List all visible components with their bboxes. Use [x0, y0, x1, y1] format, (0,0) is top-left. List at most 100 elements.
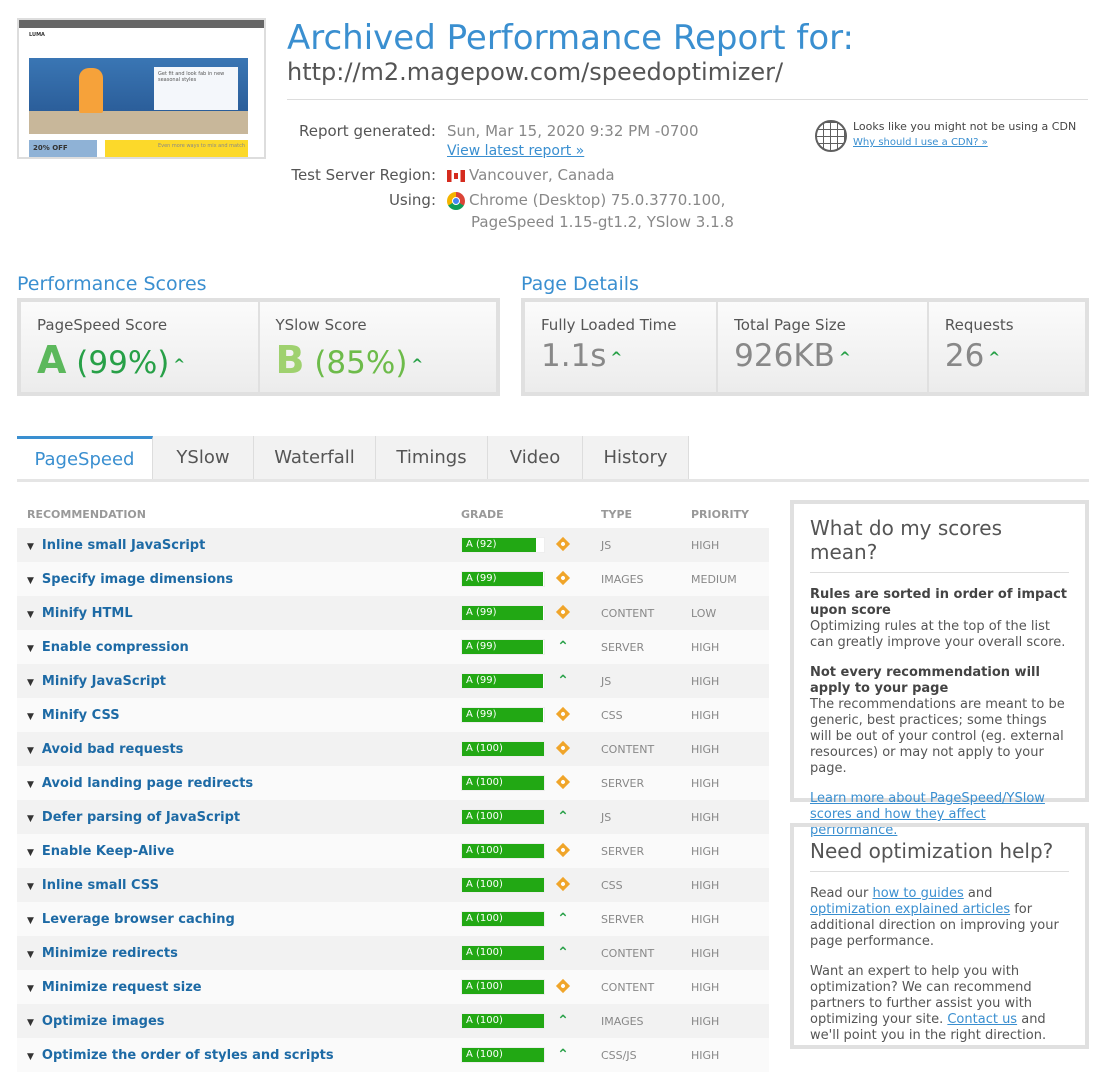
expand-caret-icon[interactable]: ▼: [27, 847, 34, 858]
recommendation-name[interactable]: ▼ Inline small CSS: [17, 878, 461, 893]
expand-caret-icon[interactable]: ▼: [27, 745, 34, 756]
table-row[interactable]: ▼ Minify HTML A (99) CONTENT LOW: [17, 596, 769, 630]
recommendation-name[interactable]: ▼ Optimize images: [17, 1014, 461, 1029]
table-row[interactable]: ▼ Optimize images A (100) ⌃ IMAGES HIGH: [17, 1004, 769, 1038]
expand-caret-icon[interactable]: ▼: [27, 711, 34, 722]
table-row[interactable]: ▼ Enable compression A (99) ⌃ SERVER HIGH: [17, 630, 769, 664]
recommendation-name[interactable]: ▼ Enable Keep-Alive: [17, 844, 461, 859]
globe-icon: [815, 120, 847, 152]
col-recommendation: RECOMMENDATION: [27, 507, 146, 521]
table-row[interactable]: ▼ Specify image dimensions A (99) IMAGES MED…: [17, 562, 769, 596]
table-row[interactable]: ▼ Defer parsing of JavaScript A (100) ⌃ JS HI…: [17, 800, 769, 834]
grade-bar: A (100): [461, 775, 545, 791]
recommendation-name[interactable]: ▼ Avoid bad requests: [17, 742, 461, 757]
optimization-articles-link[interactable]: optimization explained articles: [810, 902, 1011, 917]
expand-caret-icon[interactable]: ▼: [27, 881, 34, 892]
yslow-grade: B: [275, 338, 305, 382]
recommendation-name[interactable]: ▼ Leverage browser caching: [17, 912, 461, 927]
grade-label: A (100): [466, 879, 503, 890]
recommendation-name[interactable]: ▼ Minimize redirects: [17, 946, 461, 961]
table-row[interactable]: ▼ Minimize request size A (100) CONTENT HIGH: [17, 970, 769, 1004]
grade-bar-fill: [462, 912, 544, 926]
trend-up-icon: ⌃: [557, 1047, 569, 1063]
recommendation-name[interactable]: ▼ Inline small JavaScript: [17, 538, 461, 553]
table-row[interactable]: ▼ Minimize redirects A (100) ⌃ CONTENT HIGH: [17, 936, 769, 970]
expand-caret-icon[interactable]: ▼: [27, 949, 34, 960]
table-row[interactable]: ▼ Minify CSS A (99) CSS HIGH: [17, 698, 769, 732]
recommendation-label: Avoid bad requests: [41, 741, 184, 757]
priority-value: HIGH: [691, 844, 720, 858]
tab-video[interactable]: Video: [488, 436, 583, 479]
expand-caret-icon[interactable]: ▼: [27, 813, 34, 824]
cdn-link[interactable]: Why should I use a CDN? »: [853, 137, 988, 148]
recommendation-label: Minimize request size: [41, 979, 202, 995]
type-value: SERVER: [601, 844, 645, 858]
recommendation-label: Enable Keep-Alive: [41, 843, 175, 859]
priority-value: HIGH: [691, 912, 720, 926]
how-to-guides-link[interactable]: how to guides: [872, 886, 964, 901]
expand-caret-icon[interactable]: ▼: [27, 915, 34, 926]
grade-bar: A (100): [461, 843, 545, 859]
grade-label: A (100): [466, 845, 503, 856]
region-value: Vancouver, Canada: [469, 166, 615, 184]
requests-label: Requests: [944, 316, 1014, 334]
thumbnail-promo: 20% OFF: [29, 140, 97, 157]
grade-label: A (100): [466, 743, 503, 754]
yslow-score: YSlow Score B (85%) ^: [259, 302, 496, 392]
table-row[interactable]: ▼ Inline small JavaScript A (92) JS HIGH: [17, 528, 769, 562]
expand-caret-icon[interactable]: ▼: [27, 1017, 34, 1028]
recommendation-name[interactable]: ▼ Minify JavaScript: [17, 674, 461, 689]
expand-caret-icon[interactable]: ▼: [27, 1051, 34, 1062]
type-value: CONTENT: [601, 742, 655, 756]
type-value: SERVER: [601, 776, 645, 790]
contact-us-link[interactable]: Contact us: [947, 1012, 1018, 1027]
priority-value: HIGH: [691, 776, 720, 790]
recommendation-name[interactable]: ▼ Minify CSS: [17, 708, 461, 723]
table-row[interactable]: ▼ Avoid landing page redirects A (100) SERV…: [17, 766, 769, 800]
grade-label: A (100): [466, 1049, 503, 1060]
trend-up-icon: ^: [838, 349, 851, 366]
report-generated-label: Report generated:: [298, 122, 436, 140]
grade-bar: A (100): [461, 741, 545, 757]
recommendation-name[interactable]: ▼ Defer parsing of JavaScript: [17, 810, 461, 825]
grade-label: A (100): [466, 1015, 503, 1026]
expand-caret-icon[interactable]: ▼: [27, 609, 34, 620]
scores-help-text-2: The recommendations are meant to be gene…: [810, 697, 1065, 776]
expand-caret-icon[interactable]: ▼: [27, 983, 34, 994]
tab-pagespeed[interactable]: PageSpeed: [17, 436, 153, 479]
grade-bar: A (100): [461, 809, 545, 825]
tab-waterfall[interactable]: Waterfall: [254, 436, 376, 479]
trend-up-icon: ⌃: [557, 809, 569, 825]
recommendation-name[interactable]: ▼ Minify HTML: [17, 606, 461, 621]
grade-bar: A (99): [461, 707, 545, 723]
table-row[interactable]: ▼ Inline small CSS A (100) CSS HIGH: [17, 868, 769, 902]
grade-bar: A (92): [461, 537, 545, 553]
recommendation-name[interactable]: ▼ Avoid landing page redirects: [17, 776, 461, 791]
recommendation-name[interactable]: ▼ Enable compression: [17, 640, 461, 655]
table-row[interactable]: ▼ Avoid bad requests A (100) CONTENT HIGH: [17, 732, 769, 766]
tab-yslow[interactable]: YSlow: [153, 436, 254, 479]
recommendation-label: Defer parsing of JavaScript: [41, 809, 241, 825]
grade-label: A (92): [466, 539, 497, 550]
expand-caret-icon[interactable]: ▼: [27, 779, 34, 790]
expand-caret-icon[interactable]: ▼: [27, 541, 34, 552]
priority-value: HIGH: [691, 674, 720, 688]
priority-value: HIGH: [691, 708, 720, 722]
table-row[interactable]: ▼ Minify JavaScript A (99) ⌃ JS HIGH: [17, 664, 769, 698]
view-latest-report-link[interactable]: View latest report »: [447, 143, 585, 159]
priority-value: HIGH: [691, 538, 720, 552]
page-details-heading: Page Details: [521, 273, 639, 295]
table-row[interactable]: ▼ Enable Keep-Alive A (100) SERVER HIGH: [17, 834, 769, 868]
help-text: Want an expert to help you with optimiza…: [810, 964, 1033, 1027]
expand-caret-icon[interactable]: ▼: [27, 643, 34, 654]
expand-caret-icon[interactable]: ▼: [27, 575, 34, 586]
recommendation-name[interactable]: ▼ Minimize request size: [17, 980, 461, 995]
recommendation-name[interactable]: ▼ Specify image dimensions: [17, 572, 461, 587]
table-row[interactable]: ▼ Leverage browser caching A (100) ⌃ SERVER H…: [17, 902, 769, 936]
tab-history[interactable]: History: [583, 436, 689, 479]
table-row[interactable]: ▼ Optimize the order of styles and script…: [17, 1038, 769, 1072]
trend-up-icon: ^: [411, 356, 424, 373]
expand-caret-icon[interactable]: ▼: [27, 677, 34, 688]
tab-timings[interactable]: Timings: [376, 436, 488, 479]
recommendation-name[interactable]: ▼ Optimize the order of styles and script…: [17, 1048, 461, 1063]
